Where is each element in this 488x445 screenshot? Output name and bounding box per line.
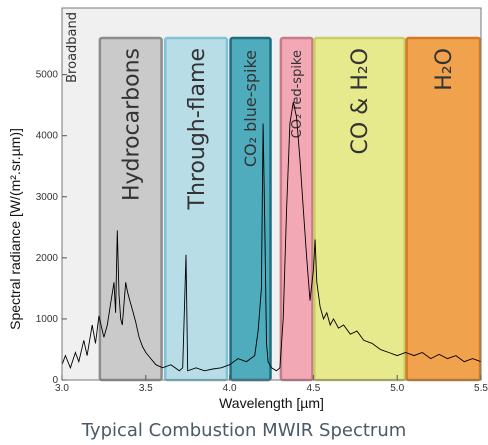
x-tick-label: 4.5 — [306, 383, 320, 394]
y-tick-label: 2000 — [36, 253, 59, 264]
x-axis-label: Wavelength [µm] — [219, 395, 324, 411]
y-tick-label: 4000 — [36, 131, 59, 142]
x-tick-label: 5.5 — [474, 383, 488, 394]
band-label-co-h-o: CO & H₂O — [348, 48, 373, 155]
y-tick-label: 0 — [52, 375, 58, 386]
y-axis-label: Spectral radiance [W/(m².sr.µm)] — [7, 128, 23, 330]
tick-layer: 3.0 3.5 4.0 4.5 5.0 5.5 0 1000 2000 3000 4000 5000 — [36, 70, 488, 394]
band-label-co-blue-spike: CO₂ blue-spike — [241, 50, 260, 167]
band-label-co-red-spike: CO₂ red-spike — [290, 50, 305, 138]
x-tick-label: 5.0 — [390, 383, 404, 394]
band-label-through-flame: Through-flame — [185, 48, 210, 211]
x-tick-label: 4.0 — [223, 383, 237, 394]
spectrum-line — [61, 102, 482, 372]
y-tick-label: 3000 — [36, 192, 59, 203]
x-tick-label: 3.5 — [139, 383, 153, 394]
plot-frame — [61, 7, 482, 381]
x-tick-label: 3.0 — [55, 383, 69, 394]
y-tick-label: 5000 — [36, 70, 59, 81]
band-label-h-o: H₂O — [432, 48, 457, 91]
band-layer: Broadband Hydrocarbons Through-flame CO₂ bl… — [62, 8, 482, 382]
y-tick-label: 1000 — [36, 314, 59, 325]
combustion-spectrum-chart: Broadband Hydrocarbons Through-flame CO₂ bl… — [7, 7, 488, 411]
band-label-hydrocarbons: Hydrocarbons — [119, 48, 144, 201]
band-label-broadband: Broadband — [65, 12, 80, 83]
chart-caption: Typical Combustion MWIR Spectrum — [81, 420, 407, 441]
